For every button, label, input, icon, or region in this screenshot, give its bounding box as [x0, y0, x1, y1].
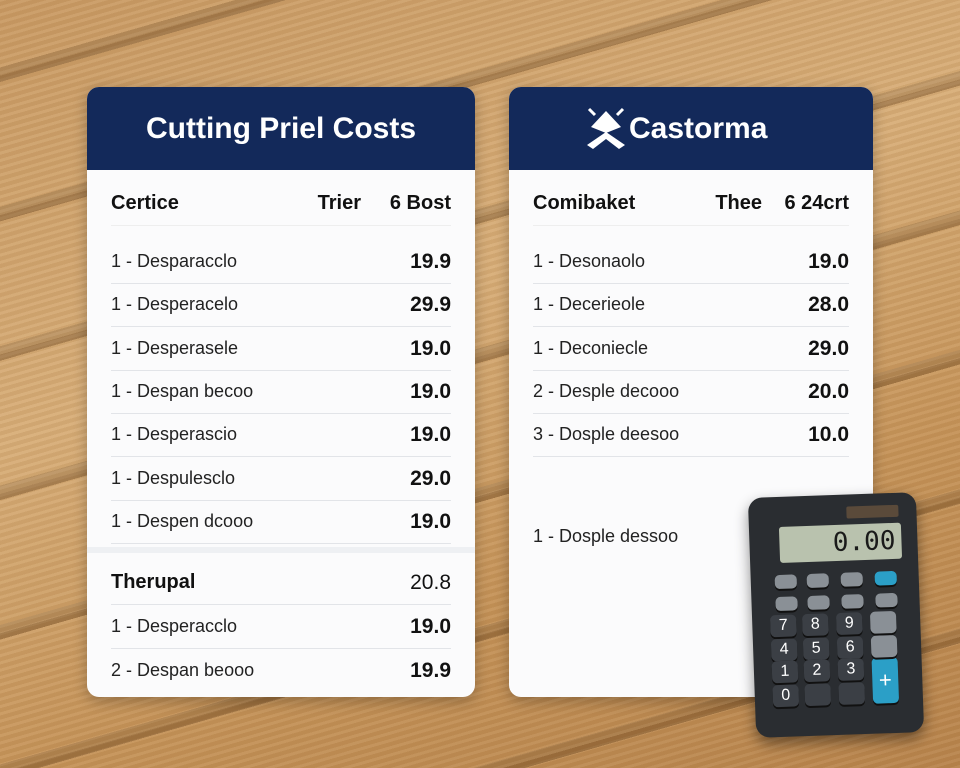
- price-row: 1 - Desperascio 19.0: [111, 413, 451, 458]
- subtotal-value: 20.8: [410, 571, 451, 595]
- calc-key: [838, 682, 866, 705]
- column-label: 6 24crt: [784, 192, 850, 214]
- calc-key: [840, 572, 864, 587]
- item-price: 10.0: [808, 423, 849, 447]
- calc-key: 0: [772, 684, 800, 708]
- calc-key: 9: [835, 612, 863, 635]
- item-price: 19.0: [410, 509, 451, 533]
- column-label: Thee: [715, 192, 762, 214]
- item-price: 19.0: [410, 423, 451, 447]
- calc-key: +: [871, 656, 900, 704]
- note-row: 1 - Dosple dessoo: [533, 515, 849, 558]
- price-row: 2 - Despan beooo 19.9: [111, 649, 451, 692]
- item-price: 19.0: [808, 250, 849, 273]
- price-card: Cutting Priel Costs Certice Trier 6 Bost 1 …: [87, 87, 475, 697]
- calc-key: [869, 610, 897, 634]
- brand-logo: [587, 107, 625, 149]
- column-label: 6 Bost: [389, 192, 451, 214]
- price-row: 1 - Deconiecle 29.0: [533, 327, 849, 371]
- column-label: Certice: [111, 192, 179, 214]
- price-row: 1 - Desperacclo 19.0: [111, 605, 451, 650]
- calculator-display: 0.00: [778, 522, 903, 563]
- item-label: 1 - Desperacelo: [111, 294, 239, 315]
- item-price: 29.9: [410, 293, 451, 317]
- item-label: 1 - Despan becoo: [111, 380, 254, 401]
- item-label: 3 - Dosple deesoo: [533, 424, 680, 445]
- item-price: 20.0: [808, 379, 849, 403]
- price-card: Castorma Comibaket Thee 6 24crt 1 - Desonao…: [509, 87, 873, 697]
- subtotal-row: Therupal 20.8: [111, 561, 451, 606]
- item-label: 1 - Despulesclo: [111, 467, 236, 488]
- column-header: Certice Trier 6 Bost: [111, 182, 451, 226]
- item-label: 1 - Despen dcooo: [111, 510, 254, 531]
- brand-name: Castorma: [629, 112, 768, 145]
- item-label: 1 - Desperascio: [111, 424, 238, 445]
- calculator: 0.00 7 8 9 4 5 6 1 2 3 0 +: [747, 492, 925, 738]
- solar-panel: [846, 504, 899, 519]
- column-label: Comibaket: [533, 192, 636, 214]
- item-price: 19.9: [410, 250, 451, 273]
- column-header: Comibaket Thee 6 24crt: [533, 182, 849, 226]
- section-divider: [87, 547, 475, 554]
- price-row: 2 - Desple decooo 20.0: [533, 370, 849, 414]
- subtotal-label: Therupal: [111, 571, 196, 594]
- calc-key: [806, 573, 830, 588]
- price-row: 1 - Despulesclo 29.0: [111, 457, 451, 501]
- note-text: 1 - Dosple dessoo: [533, 525, 679, 546]
- item-label: 2 - Despan beooo: [111, 660, 255, 681]
- item-price: 19.0: [410, 336, 451, 360]
- price-row: 1 - Desparacclo 19.9: [111, 240, 451, 284]
- card-header: Castorma: [509, 87, 873, 170]
- item-price: 28.0: [808, 293, 849, 317]
- item-price: 29.0: [808, 336, 849, 360]
- price-row: 1 - Desonaolo 19.0: [533, 240, 849, 284]
- price-row: 1 - Decerieole 28.0: [533, 283, 849, 328]
- calc-key: 3: [837, 658, 865, 681]
- price-row: 1 - Desperasele 19.0: [111, 327, 451, 371]
- calc-key: 7: [769, 614, 797, 638]
- calc-key: [875, 592, 898, 608]
- item-label: 2 - Desple decooo: [533, 380, 680, 401]
- item-label: 1 - Decerieole: [533, 294, 646, 315]
- calc-key: [774, 574, 798, 590]
- item-label: 1 - Deconiecle: [533, 337, 649, 358]
- item-price: 19.9: [410, 659, 451, 683]
- price-row: 1 - Desperacelo 29.9: [111, 283, 451, 328]
- item-price: 29.0: [410, 466, 451, 490]
- item-label: 1 - Desparacclo: [111, 251, 238, 271]
- item-label: 1 - Desperacclo: [111, 616, 238, 637]
- calc-key: 2: [803, 659, 831, 683]
- calc-key: [841, 594, 864, 609]
- item-label: 1 - Desonaolo: [533, 251, 646, 271]
- item-label: 1 - Desperasele: [111, 337, 239, 358]
- price-row: 1 - Despen dcooo 19.0: [111, 500, 451, 544]
- calc-key: 1: [771, 660, 799, 684]
- calc-key: [804, 683, 832, 707]
- item-price: 19.0: [410, 379, 451, 403]
- calc-key: 8: [801, 613, 829, 637]
- calc-key: [807, 595, 830, 610]
- calc-key: [775, 596, 798, 612]
- calc-key: 6: [836, 636, 864, 659]
- card-header: Cutting Priel Costs: [87, 87, 475, 170]
- calc-key: 5: [802, 637, 830, 661]
- item-price: 19.0: [410, 615, 451, 639]
- calc-key: 4: [770, 638, 798, 662]
- calc-key: [870, 634, 898, 658]
- card-title: Cutting Priel Costs: [145, 112, 416, 145]
- calc-key: [874, 570, 897, 586]
- column-label: Trier: [317, 192, 361, 214]
- price-row: 3 - Dosple deesoo 10.0: [533, 413, 849, 458]
- price-row: 1 - Despan becoo 19.0: [111, 370, 451, 414]
